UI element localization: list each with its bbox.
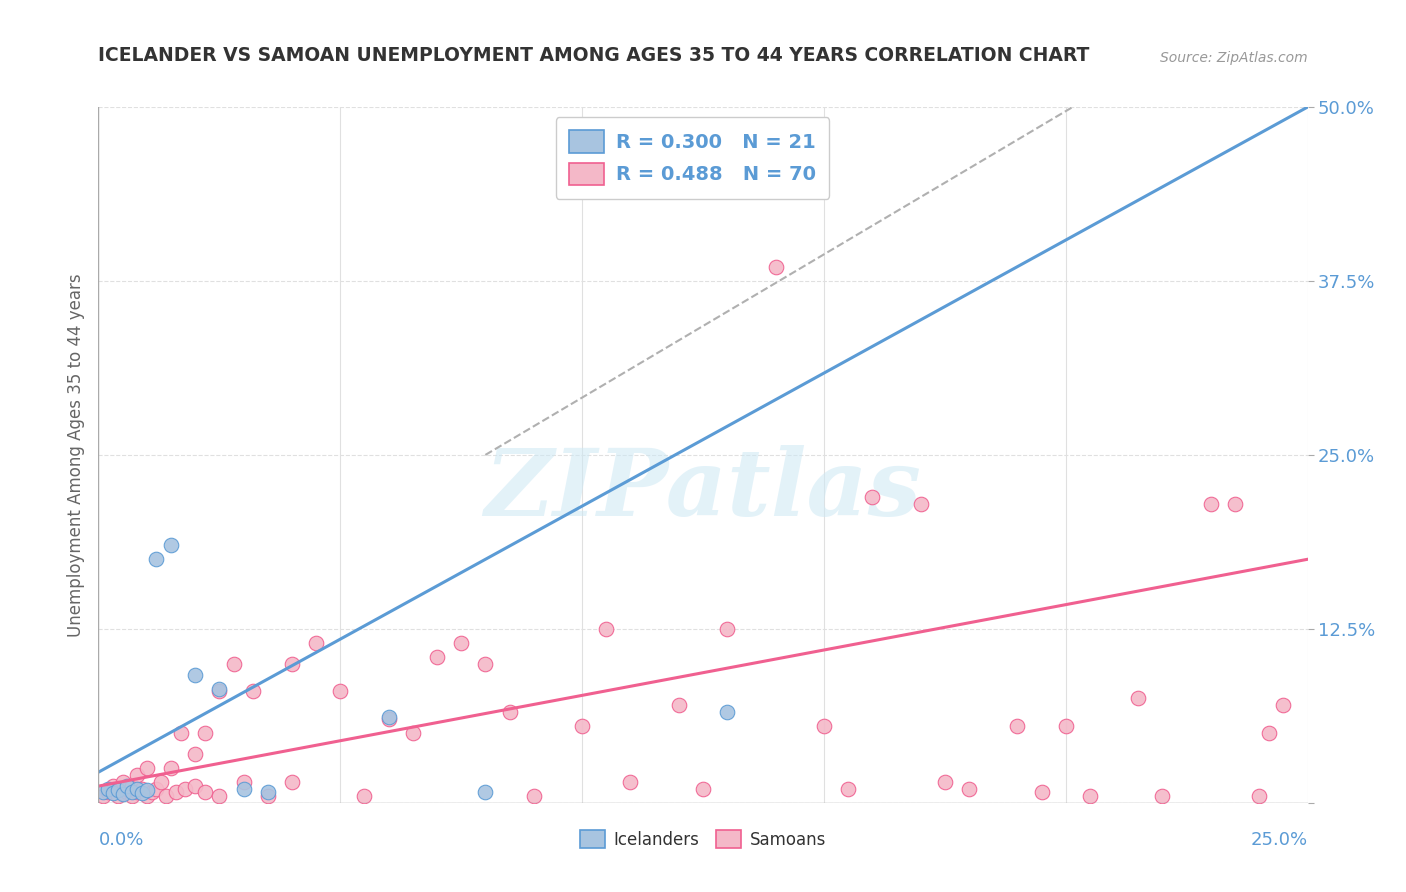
Point bbox=[101, 779, 124, 793]
Point bbox=[242, 684, 264, 698]
Point bbox=[160, 538, 183, 552]
Point bbox=[101, 781, 124, 796]
Point bbox=[1257, 726, 1279, 740]
Point bbox=[910, 497, 932, 511]
Point bbox=[498, 706, 520, 720]
Point bbox=[377, 709, 399, 723]
Point bbox=[523, 789, 546, 803]
Point bbox=[121, 785, 143, 799]
Point bbox=[127, 781, 149, 796]
Point bbox=[121, 779, 143, 793]
Point bbox=[1152, 789, 1174, 803]
Text: Source: ZipAtlas.com: Source: ZipAtlas.com bbox=[1160, 52, 1308, 65]
Point bbox=[281, 775, 304, 789]
Point bbox=[668, 698, 690, 713]
Point bbox=[934, 775, 956, 789]
Text: 0.0%: 0.0% bbox=[98, 830, 143, 848]
Point bbox=[101, 786, 124, 800]
Point bbox=[957, 781, 980, 796]
Point bbox=[91, 785, 114, 799]
Point bbox=[1128, 691, 1150, 706]
Point bbox=[716, 622, 738, 636]
Point bbox=[619, 775, 641, 789]
Point bbox=[595, 622, 617, 636]
Point bbox=[155, 789, 177, 803]
Point bbox=[150, 775, 173, 789]
Text: 25.0%: 25.0% bbox=[1250, 830, 1308, 848]
Point bbox=[1199, 497, 1222, 511]
Point bbox=[131, 781, 153, 796]
Point bbox=[174, 781, 197, 796]
Point bbox=[377, 712, 399, 726]
Point bbox=[1223, 497, 1246, 511]
Point bbox=[145, 781, 167, 796]
Point bbox=[117, 779, 139, 793]
Text: ZIPatlas: ZIPatlas bbox=[485, 445, 921, 534]
Point bbox=[135, 789, 157, 803]
Text: ICELANDER VS SAMOAN UNEMPLOYMENT AMONG AGES 35 TO 44 YEARS CORRELATION CHART: ICELANDER VS SAMOAN UNEMPLOYMENT AMONG A… bbox=[98, 46, 1090, 65]
Point bbox=[281, 657, 304, 671]
Point bbox=[256, 785, 278, 799]
Point bbox=[111, 788, 134, 802]
Point bbox=[232, 775, 254, 789]
Point bbox=[1007, 719, 1029, 733]
Point bbox=[305, 636, 328, 650]
Point bbox=[127, 785, 149, 799]
Point bbox=[222, 657, 245, 671]
Point bbox=[256, 789, 278, 803]
Point bbox=[135, 761, 157, 775]
Point bbox=[644, 128, 666, 142]
Point bbox=[716, 706, 738, 720]
Point bbox=[1078, 789, 1101, 803]
Point bbox=[208, 681, 231, 696]
Point bbox=[402, 726, 425, 740]
Point bbox=[145, 552, 167, 566]
Point bbox=[329, 684, 352, 698]
Point bbox=[169, 726, 191, 740]
Point bbox=[160, 761, 183, 775]
Point bbox=[353, 789, 375, 803]
Point bbox=[117, 785, 139, 799]
Point bbox=[232, 781, 254, 796]
Point bbox=[91, 789, 114, 803]
Point bbox=[1272, 698, 1295, 713]
Point bbox=[165, 785, 187, 799]
Point bbox=[121, 789, 143, 803]
Point bbox=[474, 785, 496, 799]
Point bbox=[571, 719, 593, 733]
Y-axis label: Unemployment Among Ages 35 to 44 years: Unemployment Among Ages 35 to 44 years bbox=[66, 273, 84, 637]
Point bbox=[860, 490, 883, 504]
Point bbox=[692, 781, 714, 796]
Point bbox=[1054, 719, 1077, 733]
Point bbox=[194, 785, 217, 799]
Point bbox=[692, 142, 714, 156]
Point bbox=[450, 636, 472, 650]
Point bbox=[208, 789, 231, 803]
Point bbox=[184, 779, 207, 793]
Point bbox=[117, 781, 139, 796]
Point bbox=[127, 768, 149, 782]
Point bbox=[813, 719, 835, 733]
Point bbox=[426, 649, 449, 664]
Point bbox=[837, 781, 859, 796]
Point bbox=[111, 775, 134, 789]
Point bbox=[474, 657, 496, 671]
Point bbox=[1031, 785, 1053, 799]
Point bbox=[97, 781, 120, 796]
Point bbox=[1249, 789, 1271, 803]
Legend: Icelanders, Samoans: Icelanders, Samoans bbox=[572, 822, 834, 857]
Point bbox=[97, 785, 120, 799]
Point bbox=[107, 789, 129, 803]
Point bbox=[208, 684, 231, 698]
Point bbox=[194, 726, 217, 740]
Point bbox=[184, 667, 207, 681]
Point bbox=[765, 260, 787, 274]
Point bbox=[107, 783, 129, 797]
Point bbox=[131, 786, 153, 800]
Point bbox=[135, 783, 157, 797]
Point bbox=[184, 747, 207, 761]
Point bbox=[141, 785, 163, 799]
Point bbox=[111, 786, 134, 800]
